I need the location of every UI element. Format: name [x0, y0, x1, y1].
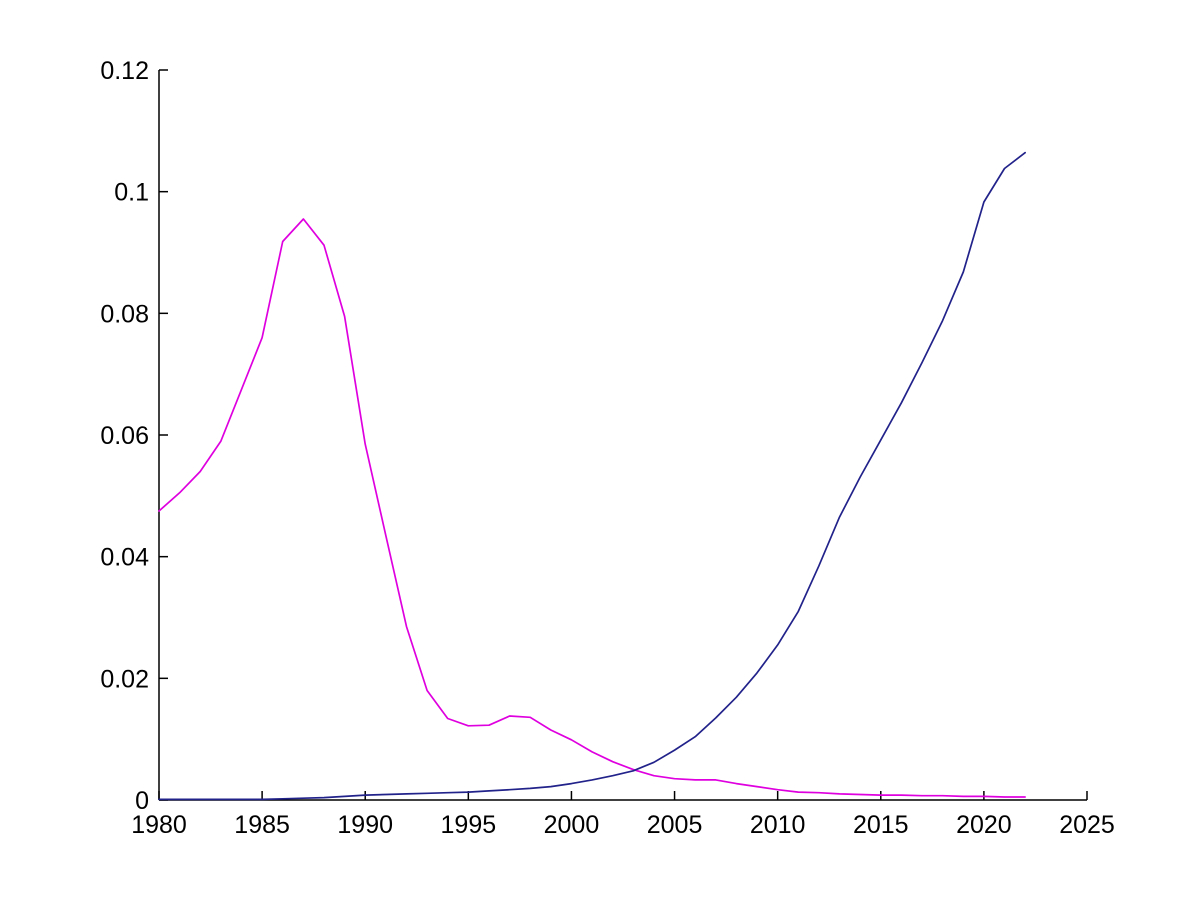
x-tick-label: 1980	[131, 811, 187, 839]
x-tick-label: 1985	[234, 811, 290, 839]
series-group	[158, 151, 1026, 801]
y-tick-label: 0	[135, 787, 149, 815]
x-tick-label: 2000	[544, 811, 600, 839]
magenta-line	[158, 218, 1026, 798]
y-tick-label: 0.1	[114, 179, 149, 207]
y-tick-label: 0.04	[100, 544, 149, 572]
axes-group: 0 0.02 0.04 0.06 0.08 0.1 0.12 1980 1985 1990 1995…	[100, 57, 1114, 839]
x-tick-label: 2015	[853, 811, 909, 839]
y-tick-label: 0.06	[100, 422, 149, 450]
x-tick-label: 2010	[750, 811, 806, 839]
x-tick-label: 1995	[441, 811, 497, 839]
y-tick-label: 0.02	[100, 665, 149, 693]
y-tick-label: 0.12	[100, 57, 149, 85]
x-tick-label: 1990	[337, 811, 393, 839]
dark-blue-line	[158, 151, 1026, 801]
x-tick-label: 2020	[956, 811, 1012, 839]
x-tick-label: 2005	[647, 811, 703, 839]
x-tick-label: 2025	[1059, 811, 1115, 839]
y-tick-label: 0.08	[100, 300, 149, 328]
